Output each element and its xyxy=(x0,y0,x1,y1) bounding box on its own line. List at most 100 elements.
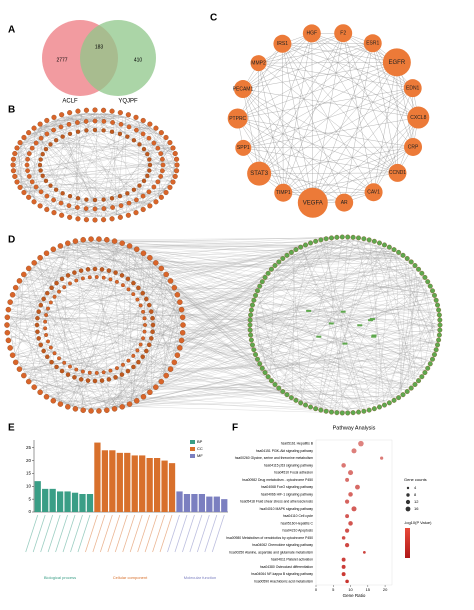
network-node xyxy=(147,255,152,260)
network-node xyxy=(74,279,78,283)
network-node xyxy=(15,180,20,185)
network-node xyxy=(59,201,63,205)
x-tick-label: 10 xyxy=(348,587,353,592)
network-edge xyxy=(69,237,339,244)
bar xyxy=(161,461,167,512)
network-node xyxy=(93,119,97,123)
node-label: PTPRC xyxy=(229,116,246,122)
network-node xyxy=(118,215,123,220)
bar xyxy=(64,491,70,512)
network-node xyxy=(136,349,140,353)
network-node xyxy=(168,140,173,145)
network-edge xyxy=(137,251,431,362)
network-node xyxy=(112,406,117,411)
network-node xyxy=(120,273,124,277)
network-node xyxy=(38,122,43,127)
colorbar xyxy=(405,528,410,558)
network-node xyxy=(67,215,72,220)
network-node xyxy=(68,365,72,369)
network-node xyxy=(49,301,53,305)
network-node xyxy=(32,260,37,265)
node-label: AR xyxy=(341,200,348,206)
node-label: CRP xyxy=(408,144,419,150)
legend-title: -log10(P Value) xyxy=(404,520,432,525)
network-node xyxy=(34,185,38,189)
x-tick-text-placeholder xyxy=(168,515,180,552)
x-tick-text-placeholder xyxy=(71,515,83,552)
network-node xyxy=(437,333,442,338)
network-node xyxy=(76,196,80,200)
network-node xyxy=(34,141,38,145)
network-edge xyxy=(62,311,179,404)
network-node xyxy=(93,379,97,383)
network-edge xyxy=(128,306,177,403)
network-edge xyxy=(408,272,416,386)
network-node xyxy=(144,349,148,353)
network-node xyxy=(102,276,106,280)
network-node xyxy=(12,174,17,179)
network-node xyxy=(329,236,334,241)
network-edge xyxy=(75,188,166,215)
network-node xyxy=(74,368,78,372)
network-node xyxy=(61,135,65,139)
network-node xyxy=(126,213,131,218)
venn-label: ACLF xyxy=(62,99,78,105)
network-node xyxy=(382,243,387,248)
network-node xyxy=(405,389,410,394)
network-node xyxy=(49,142,53,146)
network-node xyxy=(248,318,253,323)
network-node xyxy=(81,408,86,413)
x-axis-label: Gene Ratio xyxy=(343,593,366,598)
network-node xyxy=(127,359,131,363)
venn-label: YQJPF xyxy=(118,99,138,105)
network-node xyxy=(51,398,56,403)
network-node xyxy=(45,194,49,198)
bar xyxy=(42,489,48,512)
network-node xyxy=(154,199,159,204)
network-node xyxy=(100,378,104,382)
y-tick-label: 5 xyxy=(28,496,31,501)
x-tick-text-placeholder xyxy=(48,515,60,552)
network-node xyxy=(269,267,274,272)
network-node xyxy=(42,349,46,353)
network-node xyxy=(263,370,268,375)
network-edge xyxy=(259,63,260,174)
network-edge xyxy=(136,251,267,376)
network-node xyxy=(39,343,43,347)
network-node xyxy=(153,260,158,265)
network-node xyxy=(340,411,345,416)
network-node xyxy=(93,207,97,211)
bar xyxy=(191,494,197,512)
bar xyxy=(72,493,78,512)
network-node xyxy=(434,347,439,352)
network-node xyxy=(37,336,41,340)
network-node xyxy=(141,194,145,198)
network-node xyxy=(110,196,114,200)
network-node xyxy=(161,163,165,167)
y-tick-label: hsa05161 Hepatitis B xyxy=(281,442,314,446)
network-node xyxy=(368,319,373,321)
panel-letter: E xyxy=(8,423,15,434)
network-node xyxy=(109,278,113,282)
network-node xyxy=(10,353,15,358)
bar xyxy=(206,497,212,512)
network-node xyxy=(141,310,145,314)
network-node xyxy=(102,206,106,210)
network-node xyxy=(273,382,278,387)
network-node xyxy=(413,382,418,387)
network-node xyxy=(171,180,176,185)
network-node xyxy=(12,151,17,156)
network-node xyxy=(52,210,57,215)
network-edge xyxy=(133,119,172,179)
network-node xyxy=(436,338,441,343)
network-node xyxy=(257,284,262,289)
network-edge xyxy=(25,240,370,373)
network-node xyxy=(319,408,324,413)
network-node xyxy=(39,303,43,307)
dot xyxy=(345,500,349,504)
network-node xyxy=(147,168,151,172)
network-node xyxy=(289,250,294,255)
network-node xyxy=(121,283,125,287)
network-node xyxy=(276,260,281,265)
network-node xyxy=(159,130,164,135)
